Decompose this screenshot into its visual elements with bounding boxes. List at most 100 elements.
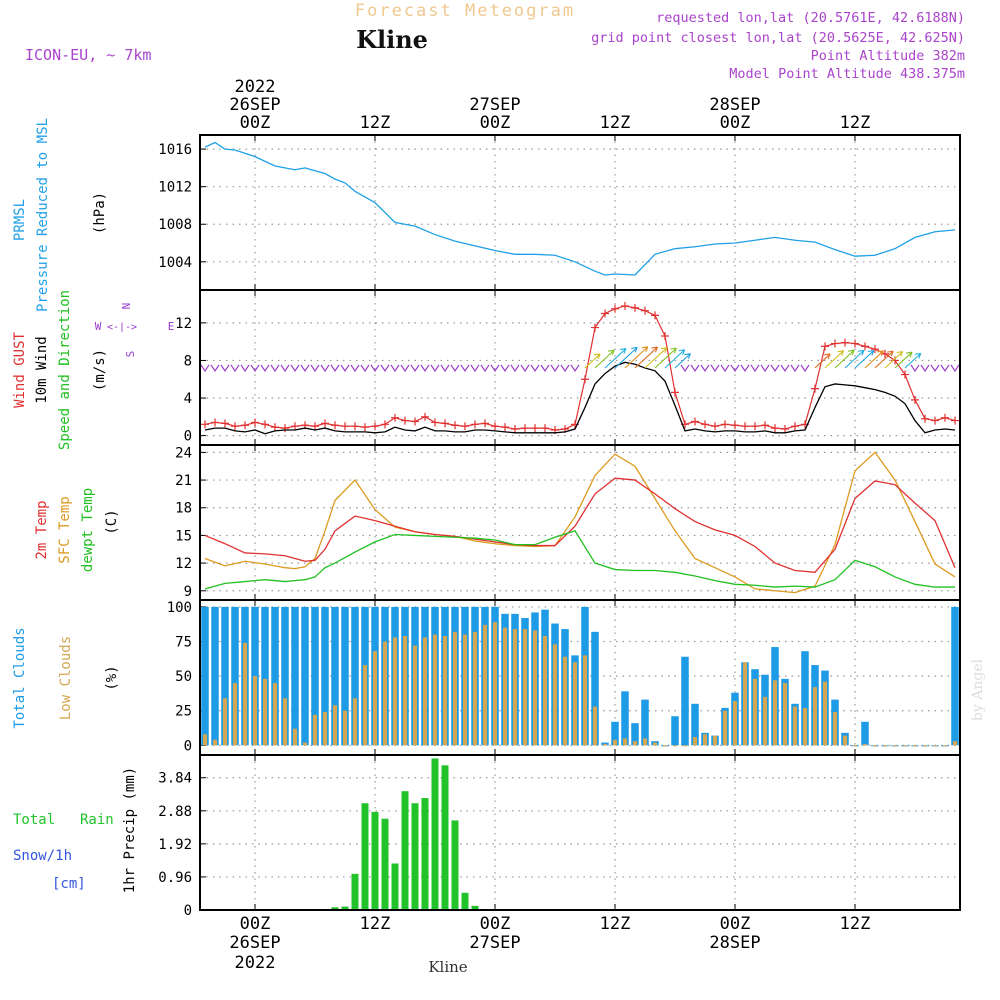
gust-marker bbox=[271, 423, 279, 432]
ytick-label: 15 bbox=[175, 528, 192, 544]
wind-dir-marker bbox=[950, 364, 960, 373]
top-date-label: 26SEP bbox=[229, 95, 280, 115]
wind-dir-marker bbox=[540, 364, 550, 373]
gust-marker bbox=[501, 423, 509, 432]
bar-total-clouds bbox=[951, 606, 959, 746]
gust-marker bbox=[721, 420, 729, 429]
wind-dir-marker bbox=[260, 364, 270, 373]
precip-label-total: Total bbox=[13, 812, 55, 828]
gust-marker bbox=[691, 417, 699, 426]
gust-marker bbox=[621, 301, 629, 310]
gust-marker bbox=[601, 309, 609, 318]
wind-dir-arrow bbox=[654, 347, 677, 369]
bar-low-clouds bbox=[753, 678, 757, 746]
bar-low-clouds bbox=[293, 728, 297, 746]
wind-dir-arrow bbox=[644, 347, 668, 369]
bar-low-clouds bbox=[773, 680, 777, 746]
bar-low-clouds bbox=[443, 635, 447, 746]
bar-low-clouds bbox=[403, 635, 407, 746]
wind-panel: 0 4 8 12 bbox=[175, 290, 960, 445]
gust-marker bbox=[281, 424, 289, 433]
wind-dir-arrowhead bbox=[867, 349, 875, 356]
wind-dir-arrow bbox=[624, 346, 649, 369]
gust-marker bbox=[811, 384, 819, 393]
bar-low-clouds bbox=[843, 735, 847, 746]
wind-line bbox=[204, 361, 956, 435]
gust-marker bbox=[911, 395, 919, 404]
bar-low-clouds bbox=[573, 662, 577, 746]
temp-dewpt-line bbox=[204, 530, 955, 590]
wind-dir-marker bbox=[340, 364, 350, 373]
wind-dir-arrowhead bbox=[896, 351, 904, 357]
wind-dir-marker bbox=[330, 364, 340, 373]
wind-dir-marker bbox=[410, 364, 420, 373]
wind-dir-marker bbox=[420, 364, 430, 373]
bar-low-clouds bbox=[313, 714, 317, 746]
precip-label-cm: [cm] bbox=[52, 876, 86, 892]
gust-marker bbox=[671, 388, 679, 397]
wind-dir-arrowhead bbox=[857, 349, 865, 356]
gust-marker bbox=[381, 420, 389, 429]
bar-low-clouds bbox=[303, 742, 307, 746]
gust-marker bbox=[711, 422, 719, 431]
wind-dir-marker bbox=[800, 364, 810, 373]
top-year-label: 2022 bbox=[235, 77, 276, 97]
gust-marker bbox=[461, 422, 469, 431]
bar-rain bbox=[421, 798, 429, 910]
bar-rain bbox=[441, 765, 449, 910]
bar-rain bbox=[371, 811, 379, 910]
gust-marker bbox=[731, 421, 739, 430]
gust-marker bbox=[361, 423, 369, 432]
bar-total-clouds bbox=[801, 651, 809, 746]
ytick-label: 0 bbox=[184, 429, 192, 445]
ytick-label: 25 bbox=[175, 704, 192, 720]
gust-marker bbox=[241, 421, 249, 430]
bar-low-clouds bbox=[933, 745, 937, 747]
bottom-hour-label: 12Z bbox=[360, 914, 391, 934]
bar-low-clouds bbox=[693, 737, 697, 746]
bar-low-clouds bbox=[373, 651, 377, 746]
pressure-label-prmsl: PRMSL bbox=[12, 199, 28, 241]
compass-e: E bbox=[168, 320, 175, 333]
gust-marker bbox=[871, 345, 879, 354]
gust-marker bbox=[431, 418, 439, 427]
wind-dir-marker bbox=[320, 364, 330, 373]
wind-label-gust: Wind GUST bbox=[12, 332, 28, 408]
bar-rain bbox=[401, 791, 409, 910]
wind-dir-arrowhead bbox=[594, 353, 601, 360]
bar-low-clouds bbox=[353, 698, 357, 746]
wind-dir-arrowhead bbox=[887, 350, 894, 357]
precip-label-rain: Rain bbox=[80, 812, 114, 828]
bar-low-clouds bbox=[943, 745, 947, 747]
gust-marker bbox=[921, 414, 929, 423]
credit-watermark: by Angel bbox=[970, 658, 986, 721]
side-labels: PRMSL Pressure Reduced to MSL (hPa) Wind… bbox=[12, 118, 174, 893]
temp-ylabel: (C) bbox=[104, 509, 120, 534]
gust-marker bbox=[941, 413, 949, 422]
wind-dir-marker bbox=[390, 364, 400, 373]
bar-rain bbox=[391, 863, 399, 910]
wind-dir-marker bbox=[200, 364, 210, 373]
wind-ylabel: (m/s) bbox=[92, 349, 108, 391]
gust-marker bbox=[491, 422, 499, 431]
ytick-label: 0.96 bbox=[158, 870, 192, 886]
bar-low-clouds bbox=[893, 745, 897, 747]
wind-dir-marker bbox=[230, 364, 240, 373]
bar-low-clouds bbox=[683, 745, 687, 747]
bottom-year-label: 2022 bbox=[235, 953, 276, 973]
wind-dir-marker bbox=[550, 364, 560, 373]
wind-dir-marker bbox=[560, 364, 570, 373]
wind-dir-marker bbox=[760, 364, 770, 373]
wind-dir-marker bbox=[750, 364, 760, 373]
bottom-hour-label: 00Z bbox=[720, 914, 751, 934]
top-date-label: 27SEP bbox=[469, 95, 520, 115]
wind-dir-marker bbox=[930, 364, 940, 373]
compass-arrows: <-|-> bbox=[107, 322, 137, 333]
bar-low-clouds bbox=[863, 743, 867, 746]
pressure-label-msl: Pressure Reduced to MSL bbox=[35, 118, 51, 312]
bar-low-clouds bbox=[533, 630, 537, 746]
compass-rose: N W <-|-> E S bbox=[95, 303, 175, 358]
bar-total-clouds bbox=[351, 606, 359, 746]
compass-w: W bbox=[95, 320, 102, 333]
wind-dir-marker bbox=[680, 364, 690, 373]
